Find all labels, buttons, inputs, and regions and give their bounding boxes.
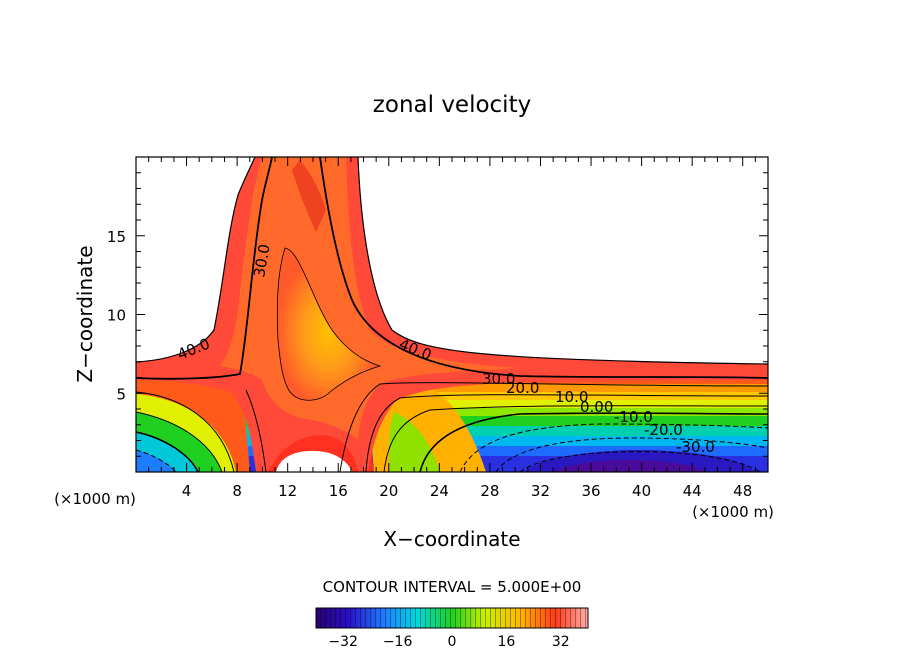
y-tick-label: 5 — [116, 385, 126, 403]
x-tick-label: 8 — [232, 482, 242, 500]
y-tick-label: 10 — [107, 307, 126, 325]
contour-field — [136, 157, 768, 472]
x-tick-label: 12 — [278, 482, 297, 500]
white-region — [136, 157, 255, 350]
contour-label: 0.00 — [580, 398, 613, 416]
colorbar-tick-label: 32 — [552, 634, 570, 650]
contour-line — [383, 405, 768, 472]
white-region — [276, 450, 352, 472]
y-axis-label: Z−coordinate — [73, 245, 97, 382]
contour-line — [519, 451, 761, 472]
contour-line — [245, 389, 267, 472]
contour-label: 20.0 — [506, 379, 539, 397]
x-axis-label: X−coordinate — [383, 527, 520, 551]
colorbar-tick-label: 16 — [497, 634, 515, 650]
colorbar-stripes — [316, 608, 588, 628]
contour-line — [495, 437, 768, 472]
contour-line — [136, 157, 273, 380]
contour-label: 10.0 — [555, 388, 588, 406]
x-unit-right: (×1000 m) — [692, 503, 774, 521]
x-tick-label: 44 — [683, 482, 702, 500]
contour-line — [136, 431, 199, 472]
x-tick-label: 48 — [733, 482, 752, 500]
y-axis-ticks: 5 10 15 — [107, 172, 768, 457]
contour-line — [136, 391, 235, 472]
colorbar-tick-label: −16 — [383, 634, 413, 650]
left-region — [136, 450, 176, 472]
contour-label: 30.0 — [482, 370, 515, 388]
x-tick-label: 24 — [430, 482, 449, 500]
x-tick-label: 40 — [632, 482, 651, 500]
colorbar-ticks: −32 −16 0 16 32 — [328, 634, 569, 650]
contour-line — [419, 412, 768, 472]
contour-line — [136, 157, 256, 363]
contour-line — [459, 423, 768, 472]
x-unit-left: (×1000 m) — [54, 490, 136, 508]
y-tick-label: 15 — [107, 228, 126, 246]
colorbar-tick-label: −32 — [328, 634, 358, 650]
contour-label: -20.0 — [644, 421, 683, 439]
x-tick-label: 36 — [581, 482, 600, 500]
contour-label: -30.0 — [676, 438, 715, 456]
jet-top-stripe — [292, 160, 326, 232]
contour-line — [136, 411, 223, 472]
jet-core — [277, 248, 380, 401]
contour-lines — [136, 157, 768, 472]
x-tick-label: 16 — [329, 482, 348, 500]
x-axis-ticks: 4 8 12 16 20 24 28 32 36 40 44 48 — [148, 157, 756, 500]
contour-line — [319, 157, 768, 379]
white-region — [360, 157, 768, 366]
x-tick-label: 28 — [480, 482, 499, 500]
contour-labels: 40.0 30.0 40.0 30.0 20.0 10.0 0.00 -10.0… — [175, 243, 715, 456]
x-tick-label: 20 — [379, 482, 398, 500]
colorbar-tick-label: 0 — [448, 634, 457, 650]
contour-line — [276, 247, 382, 401]
contour-line — [339, 382, 768, 472]
chart-title: zonal velocity — [373, 92, 531, 118]
x-tick-label: 4 — [182, 482, 192, 500]
x-tick-label: 32 — [531, 482, 550, 500]
contour-label: 30.0 — [250, 243, 274, 279]
contour-label: -10.0 — [614, 408, 653, 426]
contour-line — [357, 157, 768, 365]
contour-interval-text: CONTOUR INTERVAL = 5.000E+00 — [323, 578, 582, 596]
contour-line — [365, 394, 768, 472]
colorbar-frame — [315, 607, 589, 629]
negative-core — [524, 450, 756, 472]
